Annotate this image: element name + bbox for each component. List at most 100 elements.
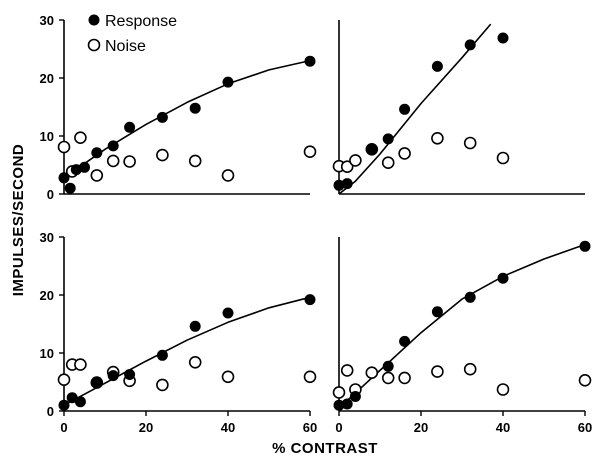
y-tick-label: 20 xyxy=(40,288,54,303)
legend: Response Noise xyxy=(87,13,177,55)
response-fit-curve xyxy=(63,59,311,179)
response-point xyxy=(79,161,90,173)
response-point xyxy=(497,272,509,284)
y-tick-label: 20 xyxy=(40,71,54,86)
response-point xyxy=(431,60,443,72)
legend-response-label: Response xyxy=(105,13,177,30)
response-point xyxy=(74,396,86,408)
response-point xyxy=(91,147,103,159)
noise-point xyxy=(106,154,120,168)
response-point xyxy=(382,360,394,372)
response-point xyxy=(333,399,345,411)
x-tick-label: 60 xyxy=(303,420,317,435)
noise-point xyxy=(431,132,444,145)
noise-point xyxy=(57,140,71,154)
response-point xyxy=(497,32,509,44)
response-point xyxy=(382,133,394,145)
x-tick-label: 20 xyxy=(414,420,428,435)
panel-bottom-left: 0 10 20 30 0 20 40 60 xyxy=(40,230,318,435)
x-axis-title: % CONTRAST xyxy=(272,440,378,457)
y-tick-label: 10 xyxy=(40,129,54,144)
response-point xyxy=(58,172,70,184)
response-point xyxy=(222,76,234,88)
response-point xyxy=(124,369,136,380)
response-point xyxy=(579,240,591,252)
response-point xyxy=(124,121,136,133)
response-point xyxy=(366,143,378,155)
response-point xyxy=(399,335,411,347)
noise-point xyxy=(398,147,411,160)
legend-response-marker xyxy=(88,14,100,26)
response-fit-curve xyxy=(338,243,586,409)
response-point xyxy=(304,55,316,67)
panels-layer: 0 10 20 30 0 10 20 30 0 20 40 60 0 20 40 60 xyxy=(40,13,593,435)
y-axis-title: IMPULSES/SECOND xyxy=(10,144,27,297)
panel-top-right xyxy=(332,20,585,195)
noise-point xyxy=(463,136,477,150)
response-point xyxy=(341,398,353,410)
y-tick-label: 0 xyxy=(47,187,54,202)
noise-point xyxy=(496,151,510,165)
response-point xyxy=(107,140,119,152)
response-point xyxy=(431,306,443,318)
response-point xyxy=(64,182,76,194)
y-tick-label: 0 xyxy=(47,404,54,419)
x-tick-label: 0 xyxy=(335,420,342,435)
noise-point xyxy=(123,155,136,168)
noise-point xyxy=(221,370,235,384)
response-point xyxy=(222,307,234,319)
response-point xyxy=(464,39,476,51)
noise-point xyxy=(340,160,354,173)
noise-point xyxy=(381,371,395,385)
response-point xyxy=(189,102,201,114)
x-tick-label: 40 xyxy=(496,420,510,435)
noise-point xyxy=(365,366,379,380)
noise-point xyxy=(188,355,202,369)
noise-point xyxy=(156,378,169,392)
noise-point xyxy=(221,169,235,182)
noise-point xyxy=(431,365,444,378)
noise-point xyxy=(90,169,104,182)
response-point xyxy=(91,376,103,388)
response-point xyxy=(333,179,345,191)
y-tick-label: 30 xyxy=(40,230,54,245)
noise-point xyxy=(156,148,169,162)
noise-point xyxy=(188,154,202,168)
panel-bottom-right: 0 20 40 60 xyxy=(332,237,592,435)
y-tick-label: 10 xyxy=(40,346,54,361)
noise-point xyxy=(340,364,354,377)
noise-point xyxy=(349,154,362,167)
noise-point xyxy=(398,371,411,385)
x-tick-label: 60 xyxy=(578,420,592,435)
noise-point xyxy=(463,362,477,376)
response-point xyxy=(156,111,168,123)
noise-point xyxy=(303,145,317,158)
response-point xyxy=(156,349,168,361)
legend-noise-label: Noise xyxy=(105,38,146,55)
noise-point xyxy=(74,358,87,371)
x-tick-label: 0 xyxy=(60,420,67,435)
legend-noise-marker xyxy=(87,38,101,52)
x-tick-label: 40 xyxy=(221,420,235,435)
noise-point xyxy=(303,370,317,384)
response-fit-curve xyxy=(63,296,311,406)
noise-point xyxy=(332,386,346,399)
response-point xyxy=(189,320,201,332)
response-point xyxy=(464,291,476,303)
y-tick-label: 30 xyxy=(40,13,54,28)
response-point xyxy=(341,178,353,190)
response-point xyxy=(304,294,316,306)
noise-point xyxy=(578,373,592,387)
response-point xyxy=(58,399,70,411)
noise-point xyxy=(381,156,395,169)
response-point xyxy=(66,392,78,404)
response-point xyxy=(107,370,119,382)
noise-point xyxy=(496,383,510,396)
response-point xyxy=(399,103,411,115)
response-point xyxy=(349,391,361,402)
noise-point xyxy=(57,373,71,387)
noise-point xyxy=(74,131,87,144)
x-tick-label: 20 xyxy=(139,420,153,435)
panel-top-left: 0 10 20 30 xyxy=(40,13,317,202)
